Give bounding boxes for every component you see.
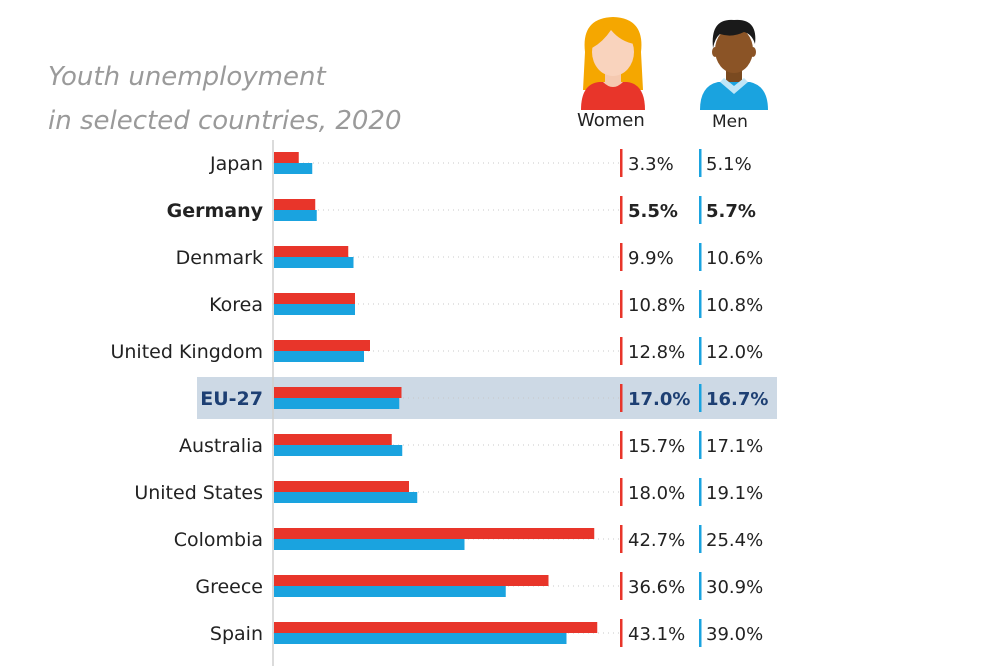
bar-men-colombia [274,539,465,550]
bar-women-colombia [274,528,595,539]
bar-men-greece [274,586,506,597]
value-label-women-japan: 3.3% [628,154,674,175]
bar-men-spain [274,633,567,644]
bar-men-australia [274,445,403,456]
bar-women-germany [274,199,316,210]
value-label-women-denmark: 9.9% [628,248,674,269]
value-marker-men-spain [699,619,702,647]
value-marker-men-korea [699,290,702,318]
value-marker-women-colombia [620,525,623,553]
bar-women-greece [274,575,549,586]
value-marker-women-united-states [620,478,623,506]
value-label-men-united-states: 19.1% [706,483,763,504]
value-label-women-united-kingdom: 12.8% [628,342,685,363]
value-marker-men-colombia [699,525,702,553]
value-marker-women-japan [620,149,623,177]
value-label-women-germany: 5.5% [628,201,678,222]
bar-women-united-states [274,481,409,492]
category-label-spain: Spain [210,623,263,645]
value-label-men-greece: 30.9% [706,577,763,598]
category-label-denmark: Denmark [176,247,263,269]
value-marker-men-greece [699,572,702,600]
bar-women-denmark [274,246,349,257]
chart-title-line-2: in selected countries, 2020 [48,106,402,137]
category-label-germany: Germany [167,200,264,222]
chart-title: Youth unemployment in selected countries… [48,55,402,143]
value-marker-men-eu-27 [699,384,702,412]
man-icon [700,19,768,110]
value-label-women-greece: 36.6% [628,577,685,598]
value-label-men-eu-27: 16.7% [706,389,768,410]
value-marker-women-korea [620,290,623,318]
value-marker-men-denmark [699,243,702,271]
value-marker-women-united-kingdom [620,337,623,365]
bar-men-united-states [274,492,418,503]
value-label-men-spain: 39.0% [706,624,763,645]
value-label-women-korea: 10.8% [628,295,685,316]
bar-men-japan [274,163,313,174]
category-label-united-states: United States [134,482,263,504]
bar-women-united-kingdom [274,340,370,351]
value-label-women-colombia: 42.7% [628,530,685,551]
value-marker-men-united-states [699,478,702,506]
category-label-greece: Greece [195,576,263,598]
value-marker-men-germany [699,196,702,224]
bar-women-japan [274,152,299,163]
category-label-japan: Japan [209,153,263,175]
bar-men-germany [274,210,317,221]
legend-men-label: Men [712,112,748,132]
category-label-colombia: Colombia [174,529,263,551]
bar-men-denmark [274,257,354,268]
chart-title-line-1: Youth unemployment [48,62,326,93]
value-label-women-australia: 15.7% [628,436,685,457]
bar-women-eu-27 [274,387,402,398]
value-marker-women-denmark [620,243,623,271]
value-label-women-eu-27: 17.0% [628,389,690,410]
value-label-men-japan: 5.1% [706,154,752,175]
value-marker-men-united-kingdom [699,337,702,365]
value-label-men-united-kingdom: 12.0% [706,342,763,363]
bar-women-korea [274,293,355,304]
bar-women-australia [274,434,392,445]
bar-men-united-kingdom [274,351,364,362]
value-marker-men-australia [699,431,702,459]
bar-women-spain [274,622,598,633]
category-label-australia: Australia [179,435,263,457]
category-label-united-kingdom: United Kingdom [110,341,263,363]
woman-icon [581,17,645,110]
value-label-men-colombia: 25.4% [706,530,763,551]
value-label-women-united-states: 18.0% [628,483,685,504]
value-marker-women-germany [620,196,623,224]
legend-women-label: Women [577,110,645,131]
bar-men-korea [274,304,355,315]
bar-men-eu-27 [274,398,400,409]
value-marker-women-eu-27 [620,384,623,412]
category-label-korea: Korea [209,294,263,316]
value-marker-women-australia [620,431,623,459]
value-label-men-germany: 5.7% [706,201,756,222]
value-marker-women-spain [620,619,623,647]
value-marker-women-greece [620,572,623,600]
value-label-men-australia: 17.1% [706,436,763,457]
value-label-women-spain: 43.1% [628,624,685,645]
value-label-men-korea: 10.8% [706,295,763,316]
value-label-men-denmark: 10.6% [706,248,763,269]
value-marker-men-japan [699,149,702,177]
category-label-eu-27: EU-27 [200,388,263,410]
